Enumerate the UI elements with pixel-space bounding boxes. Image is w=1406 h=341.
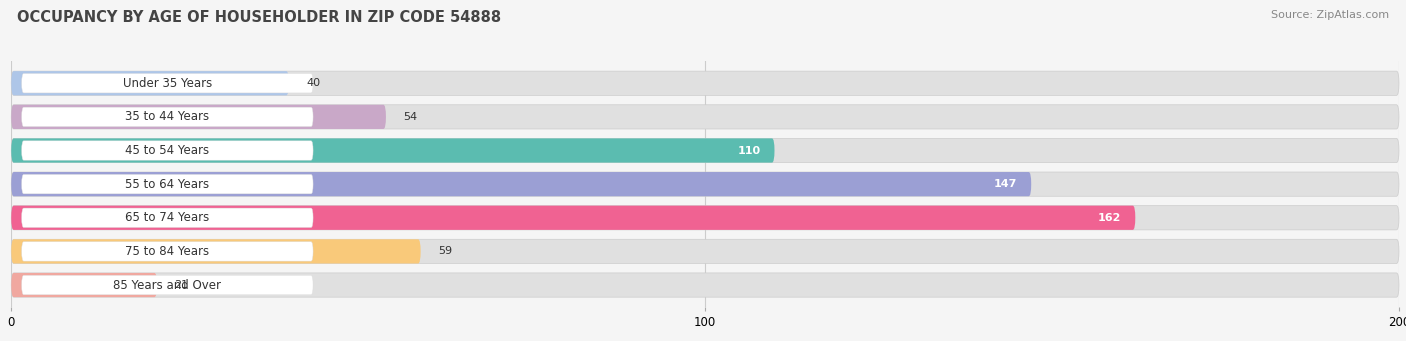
FancyBboxPatch shape [21, 208, 314, 227]
FancyBboxPatch shape [11, 71, 288, 95]
FancyBboxPatch shape [21, 242, 314, 261]
FancyBboxPatch shape [21, 275, 314, 295]
FancyBboxPatch shape [11, 71, 1399, 95]
FancyBboxPatch shape [11, 206, 1135, 230]
FancyBboxPatch shape [11, 172, 1399, 196]
FancyBboxPatch shape [21, 141, 314, 160]
FancyBboxPatch shape [11, 273, 157, 297]
FancyBboxPatch shape [11, 273, 1399, 297]
FancyBboxPatch shape [11, 172, 1031, 196]
Text: 35 to 44 Years: 35 to 44 Years [125, 110, 209, 123]
Text: Source: ZipAtlas.com: Source: ZipAtlas.com [1271, 10, 1389, 20]
Text: Under 35 Years: Under 35 Years [122, 77, 212, 90]
Text: 55 to 64 Years: 55 to 64 Years [125, 178, 209, 191]
Text: 21: 21 [174, 280, 188, 290]
Text: 54: 54 [404, 112, 418, 122]
FancyBboxPatch shape [11, 105, 385, 129]
FancyBboxPatch shape [11, 239, 1399, 264]
Text: 85 Years and Over: 85 Years and Over [114, 279, 221, 292]
FancyBboxPatch shape [21, 175, 314, 194]
Text: 110: 110 [738, 146, 761, 155]
Text: OCCUPANCY BY AGE OF HOUSEHOLDER IN ZIP CODE 54888: OCCUPANCY BY AGE OF HOUSEHOLDER IN ZIP C… [17, 10, 501, 25]
FancyBboxPatch shape [11, 206, 1399, 230]
FancyBboxPatch shape [11, 239, 420, 264]
Text: 147: 147 [994, 179, 1018, 189]
FancyBboxPatch shape [11, 138, 1399, 163]
FancyBboxPatch shape [11, 138, 775, 163]
Text: 162: 162 [1098, 213, 1122, 223]
Text: 65 to 74 Years: 65 to 74 Years [125, 211, 209, 224]
FancyBboxPatch shape [21, 74, 314, 93]
FancyBboxPatch shape [11, 105, 1399, 129]
Text: 75 to 84 Years: 75 to 84 Years [125, 245, 209, 258]
Text: 40: 40 [307, 78, 321, 88]
FancyBboxPatch shape [21, 107, 314, 127]
Text: 45 to 54 Years: 45 to 54 Years [125, 144, 209, 157]
Text: 59: 59 [439, 247, 453, 256]
